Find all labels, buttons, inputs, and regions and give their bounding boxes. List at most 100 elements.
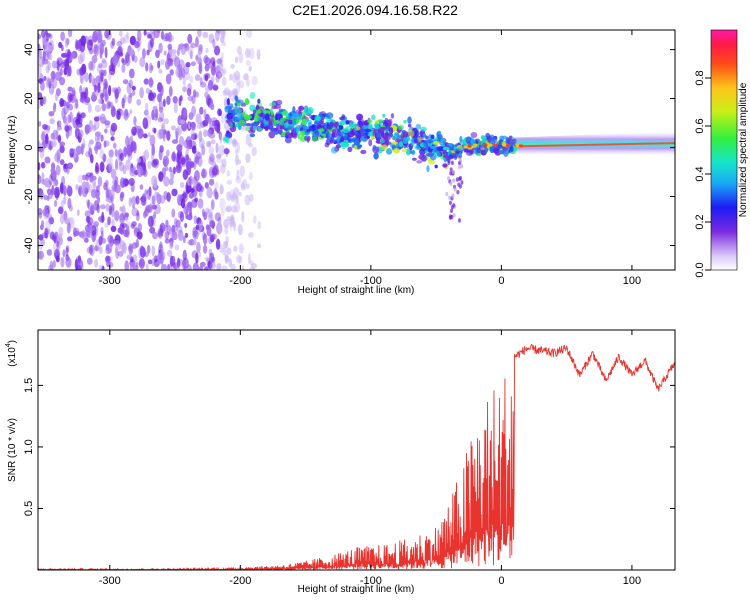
signal-blob <box>236 99 244 104</box>
noise-blob <box>170 49 177 55</box>
spectrogram-y-tick-label: -40 <box>23 238 35 254</box>
noise-blob <box>207 208 213 219</box>
noise-blob <box>136 99 142 106</box>
noise-blob <box>49 231 55 240</box>
noise-blob <box>90 61 96 71</box>
noise-blob <box>38 33 42 40</box>
noise-blob <box>121 205 126 216</box>
noise-blob <box>165 73 172 85</box>
signal-blob <box>416 160 423 164</box>
noise-blob <box>41 131 46 141</box>
noise-blob <box>214 30 220 42</box>
noise-blob <box>53 200 58 207</box>
noise-blob <box>256 243 262 249</box>
noise-blob <box>111 218 115 228</box>
noise-blob <box>160 30 165 40</box>
noise-blob <box>160 58 165 66</box>
noise-blob <box>198 219 204 232</box>
signal-blob <box>245 100 250 105</box>
noise-blob <box>159 241 163 249</box>
noise-blob <box>210 139 216 145</box>
snr-x-tick-label: 0 <box>498 575 504 587</box>
noise-blob <box>129 109 133 115</box>
noise-blob <box>98 236 103 246</box>
noise-blob <box>57 206 64 215</box>
spectrogram-y-tick-label: 0 <box>23 144 35 150</box>
noise-blob <box>41 30 46 39</box>
noise-blob <box>257 220 262 230</box>
noise-blob <box>93 84 98 93</box>
snr-x-tick-label: -200 <box>229 575 251 587</box>
noise-blob <box>38 162 41 171</box>
signal-blob <box>253 114 260 123</box>
signal-blob <box>449 143 453 147</box>
signal-blob <box>275 99 283 106</box>
noise-blob <box>67 92 73 103</box>
noise-blob <box>193 215 198 225</box>
signal-streak-blob <box>458 175 462 181</box>
noise-blob <box>248 172 253 181</box>
noise-blob <box>161 251 166 261</box>
noise-blob <box>209 153 215 163</box>
noise-blob <box>119 212 125 225</box>
noise-blob <box>246 78 250 87</box>
signal-blob <box>470 131 478 139</box>
noise-blob <box>81 143 86 150</box>
noise-blob <box>203 109 207 121</box>
signal-blob <box>278 108 284 113</box>
signal-blob <box>379 127 385 134</box>
noise-blob <box>151 245 156 257</box>
noise-blob <box>123 146 128 158</box>
signal-blob <box>397 124 405 131</box>
noise-blob <box>148 92 155 102</box>
noise-blob <box>64 125 70 133</box>
noise-blob <box>197 46 203 55</box>
noise-blob <box>216 262 222 270</box>
noise-blob <box>92 33 98 43</box>
noise-blob <box>105 197 111 203</box>
noise-blob <box>219 198 226 210</box>
noise-blob <box>151 204 157 210</box>
noise-blob <box>99 148 105 160</box>
noise-blob <box>186 213 193 221</box>
noise-blob <box>67 184 71 196</box>
noise-blob <box>91 91 96 103</box>
signal-blob <box>306 136 310 143</box>
snr-y-label: SNR (10 * v/v) <box>7 418 18 482</box>
colorbar-gradient <box>710 29 738 271</box>
signal-blob <box>299 130 305 136</box>
noise-blob <box>197 198 204 209</box>
signal-blob <box>292 106 296 114</box>
noise-blob <box>165 219 169 228</box>
noise-blob <box>190 61 196 67</box>
noise-blob <box>193 156 199 163</box>
noise-blob <box>139 245 145 257</box>
noise-blob <box>230 221 236 228</box>
noise-blob <box>234 70 241 81</box>
noise-blob <box>66 65 70 77</box>
noise-blob <box>71 50 78 59</box>
noise-blob <box>204 91 209 99</box>
noise-blob <box>52 260 56 268</box>
noise-blob <box>157 117 164 123</box>
noise-blob <box>119 37 126 45</box>
colorbar-tick-label: 0.2 <box>694 214 706 229</box>
signal-blob <box>388 127 394 135</box>
noise-blob <box>245 30 253 39</box>
noise-blob <box>164 166 169 172</box>
noise-blob <box>38 121 42 127</box>
noise-blob <box>190 42 196 49</box>
noise-blob <box>182 190 188 196</box>
noise-blob <box>59 159 65 166</box>
signal-blob <box>312 132 320 137</box>
signal-blob <box>489 146 495 154</box>
noise-blob <box>187 95 194 102</box>
noise-blob <box>113 179 118 188</box>
noise-blob <box>241 211 245 223</box>
noise-blob <box>80 231 88 240</box>
noise-blob <box>160 263 168 270</box>
signal-peak-blob <box>473 143 478 147</box>
signal-blob <box>298 105 305 111</box>
signal-blob <box>224 136 230 144</box>
noise-blob <box>256 49 261 61</box>
